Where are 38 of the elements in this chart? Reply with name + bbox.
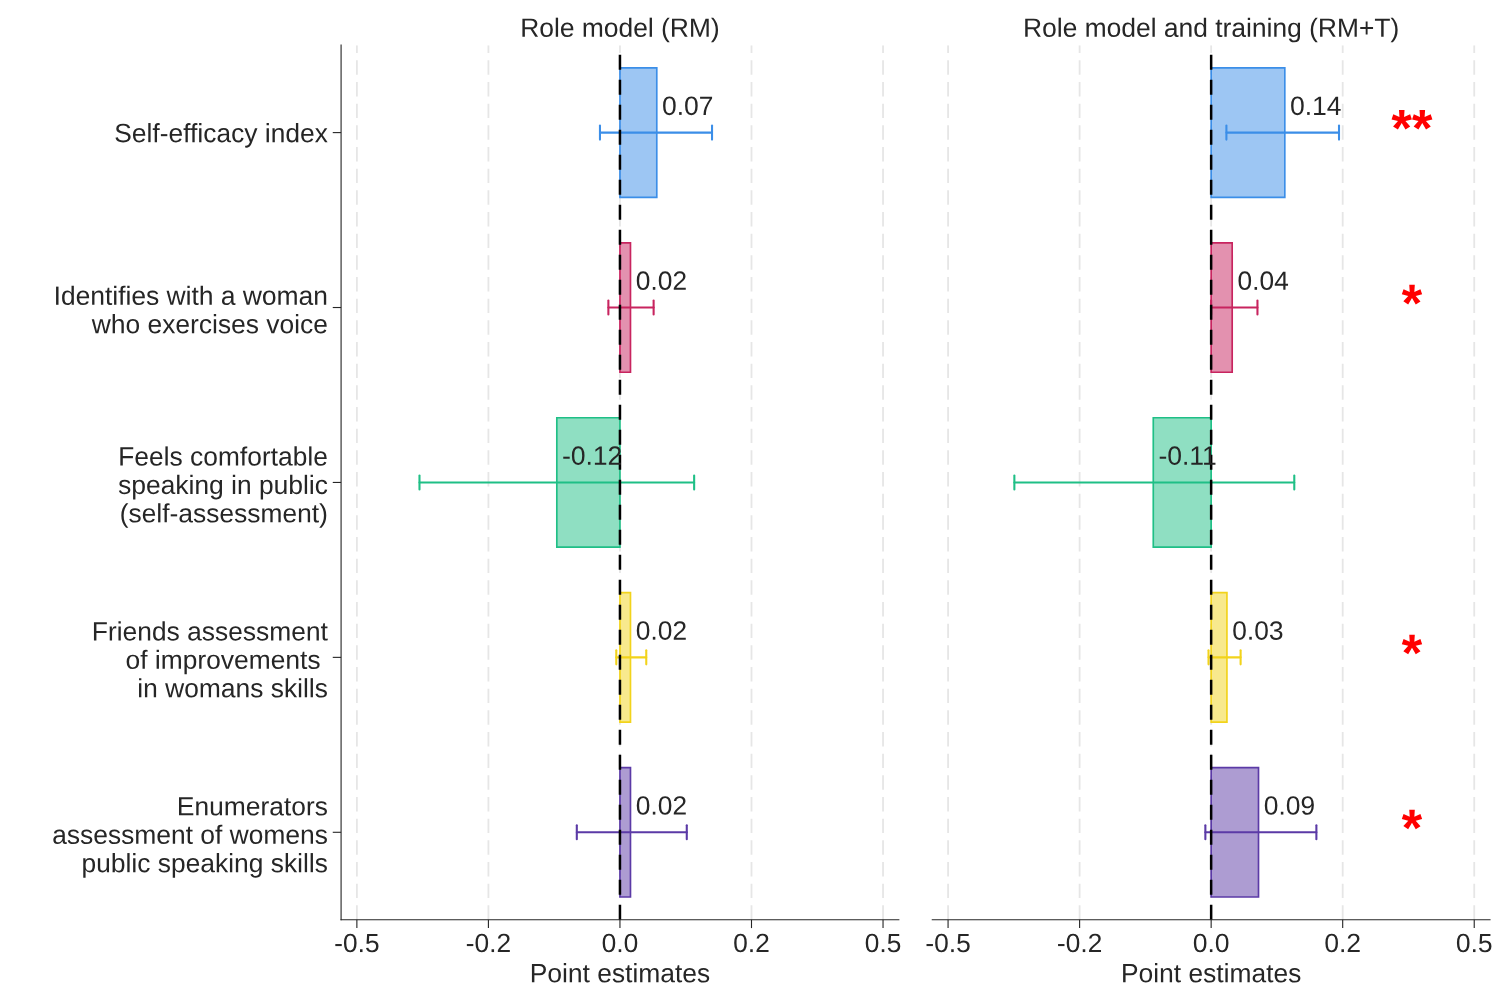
x-tick-label: 0.2 — [734, 933, 769, 953]
x-tick-label: -0.5 — [335, 933, 379, 953]
x-tick-label: 0.2 — [1325, 933, 1360, 953]
data-label: 0.02 — [636, 271, 686, 291]
x-tick-label: 0.5 — [865, 933, 901, 953]
data-label: 0.03 — [1233, 621, 1283, 640]
bar — [1210, 766, 1260, 898]
x-tick-label: 0.5 — [1456, 933, 1492, 953]
bar — [555, 416, 621, 548]
data-label: 0.02 — [636, 796, 686, 815]
data-label: 0.04 — [1238, 271, 1289, 291]
data-label: -0.12 — [563, 446, 621, 465]
annotation: * — [1401, 634, 1423, 655]
bar — [1210, 241, 1234, 374]
y-tick-label: Self-efficacy index — [115, 123, 328, 148]
data-label: 0.14 — [1291, 96, 1341, 116]
data-label: 0.09 — [1264, 796, 1314, 815]
y-tick-label: Identifies with a woman who exercises voice — [56, 285, 327, 334]
annotation: * — [1401, 284, 1423, 305]
data-label: 0.02 — [636, 621, 686, 640]
annotation: * — [1401, 809, 1423, 830]
bar — [1210, 591, 1228, 723]
annotation: ** — [1391, 109, 1433, 130]
y-tick-label: Feels comfortable speaking in public (self-assessment) — [118, 446, 328, 528]
bar — [619, 67, 658, 199]
x-tick-label: 0.0 — [602, 933, 638, 953]
data-label: 0.07 — [663, 96, 713, 116]
x-axis-title: Point estimates — [531, 963, 710, 983]
x-tick-label: -0.2 — [466, 933, 510, 953]
bar — [1210, 67, 1286, 199]
x-axis-title: Point estimates — [1123, 963, 1301, 983]
y-tick-label: Enumerators assessment of womens public speaking skills — [53, 797, 327, 878]
x-tick-label: -0.2 — [1058, 933, 1102, 953]
chart-title: Role model and training (RM+T) — [1025, 17, 1398, 43]
x-tick-label: -0.5 — [926, 933, 970, 953]
x-tick-label: 0.0 — [1193, 933, 1229, 953]
chart-title: Role model (RM) — [522, 17, 719, 43]
y-tick-label: Friends assessment of improvements in womans skills — [93, 621, 328, 698]
